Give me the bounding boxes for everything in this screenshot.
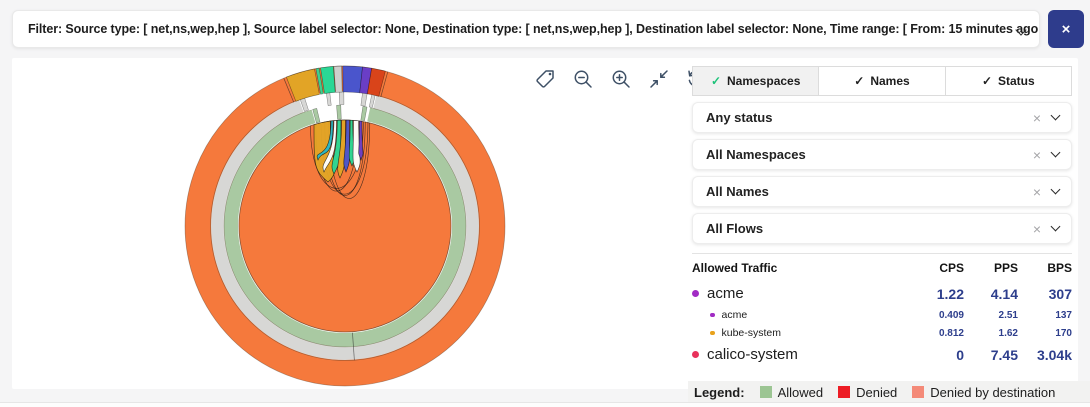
row-dot — [692, 290, 699, 297]
clear-icon[interactable]: × — [1032, 146, 1041, 163]
pps-value: 4.14 — [990, 285, 1018, 302]
status-filter-dropdown[interactable]: Any status × — [692, 102, 1072, 133]
dropdown-value: Any status — [706, 110, 773, 125]
table-header: Allowed Traffic CPS PPS BPS — [692, 254, 1072, 281]
column-header: BPS — [1047, 261, 1072, 275]
legend: Legend: Allowed Denied Denied by destina… — [688, 381, 1090, 403]
row-name: acme — [721, 309, 748, 321]
cps-value: 0.409 — [938, 309, 964, 321]
names-filter-dropdown[interactable]: All Names × — [692, 176, 1072, 207]
denied-swatch — [838, 386, 851, 398]
table-row[interactable]: kube-system 0.812 1.62 170 — [692, 324, 1072, 342]
bps-value: 3.04k — [1036, 346, 1072, 363]
bps-value: 307 — [1048, 285, 1072, 302]
zoom-out-icon[interactable] — [570, 66, 596, 92]
check-icon: ✓ — [710, 74, 721, 88]
tag-icon[interactable] — [532, 66, 558, 92]
row-name: calico-system — [707, 346, 798, 363]
flows-filter-dropdown[interactable]: All Flows × — [692, 213, 1072, 244]
cps-value: 0 — [956, 346, 964, 363]
chevron-down-icon[interactable] — [1050, 221, 1061, 232]
namespaces-filter-dropdown[interactable]: All Namespaces × — [692, 139, 1072, 170]
bps-value: 137 — [1055, 309, 1072, 321]
flow-visualization-panel: ✓ Namespaces ✓ Names ✓ Status Any status… — [12, 58, 1078, 389]
chevron-down-icon[interactable] — [1050, 147, 1061, 158]
check-icon: ✓ — [981, 74, 992, 88]
tab-namespaces[interactable]: ✓ Namespaces — [692, 66, 820, 96]
filter-summary-bar[interactable]: Filter: Source type: [ net,ns,wep,hep ],… — [12, 10, 1040, 48]
dropdown-value: All Namespaces — [706, 147, 806, 162]
legend-title: Legend: — [694, 384, 745, 400]
side-controls: ✓ Namespaces ✓ Names ✓ Status Any status… — [692, 66, 1072, 367]
diagram-toolbar — [532, 66, 710, 92]
tab-label: Status — [998, 74, 1035, 88]
zoom-in-icon[interactable] — [608, 66, 634, 92]
denied-by-destination-swatch — [912, 386, 925, 398]
view-tabs: ✓ Namespaces ✓ Names ✓ Status — [692, 66, 1072, 96]
pps-value: 1.62 — [998, 327, 1018, 339]
chevron-down-icon[interactable] — [1050, 184, 1061, 195]
legend-item-label: Denied — [856, 384, 898, 400]
table-row[interactable]: calico-system 0 7.45 3.04k — [692, 342, 1072, 367]
collapse-icon[interactable] — [646, 66, 672, 92]
chevron-down-icon[interactable] — [1050, 110, 1061, 121]
tab-label: Namespaces — [727, 74, 801, 88]
dropdown-value: All Names — [706, 184, 769, 199]
legend-item-label: Denied by destination — [930, 384, 1056, 400]
legend-item-denied-by-destination: Denied by destination — [912, 385, 1055, 400]
check-icon: ✓ — [854, 74, 865, 88]
bps-value: 170 — [1055, 327, 1072, 339]
column-header: CPS — [939, 261, 964, 275]
allowed-swatch — [759, 386, 772, 398]
row-dot — [692, 351, 699, 358]
tab-names[interactable]: ✓ Names — [818, 66, 946, 96]
cps-value: 1.22 — [936, 285, 964, 302]
clear-icon[interactable]: × — [1032, 109, 1041, 126]
row-name: acme — [707, 285, 744, 302]
clear-icon[interactable]: × — [1032, 220, 1041, 237]
footer-divider — [0, 402, 1090, 407]
legend-item-allowed: Allowed — [759, 384, 824, 400]
cps-value: 0.812 — [938, 327, 964, 339]
legend-item-label: Allowed — [777, 384, 824, 400]
row-dot — [710, 330, 715, 336]
column-header: PPS — [993, 261, 1018, 275]
table-row[interactable]: acme 0.409 2.51 137 — [692, 306, 1072, 324]
dropdown-value: All Flows — [706, 221, 764, 236]
clear-icon[interactable]: × — [1032, 183, 1041, 200]
pps-value: 7.45 — [990, 346, 1018, 363]
close-icon: × — [1061, 20, 1071, 38]
legend-item-denied: Denied — [838, 385, 897, 400]
pps-value: 2.51 — [998, 309, 1018, 321]
filter-summary-text: Filter: Source type: [ net,ns,wep,hep ],… — [28, 22, 1040, 36]
tab-status[interactable]: ✓ Status — [944, 66, 1072, 96]
row-name: kube-system — [721, 327, 782, 339]
tab-label: Names — [870, 74, 910, 88]
table-row[interactable]: acme 1.22 4.14 307 — [692, 281, 1072, 306]
chord-diagram[interactable] — [170, 60, 520, 388]
filter-close-button[interactable]: × — [1048, 10, 1084, 48]
traffic-table: Allowed Traffic CPS PPS BPS acme 1.22 4.… — [692, 253, 1072, 367]
column-header: Allowed Traffic — [692, 261, 778, 275]
row-dot — [710, 312, 715, 318]
